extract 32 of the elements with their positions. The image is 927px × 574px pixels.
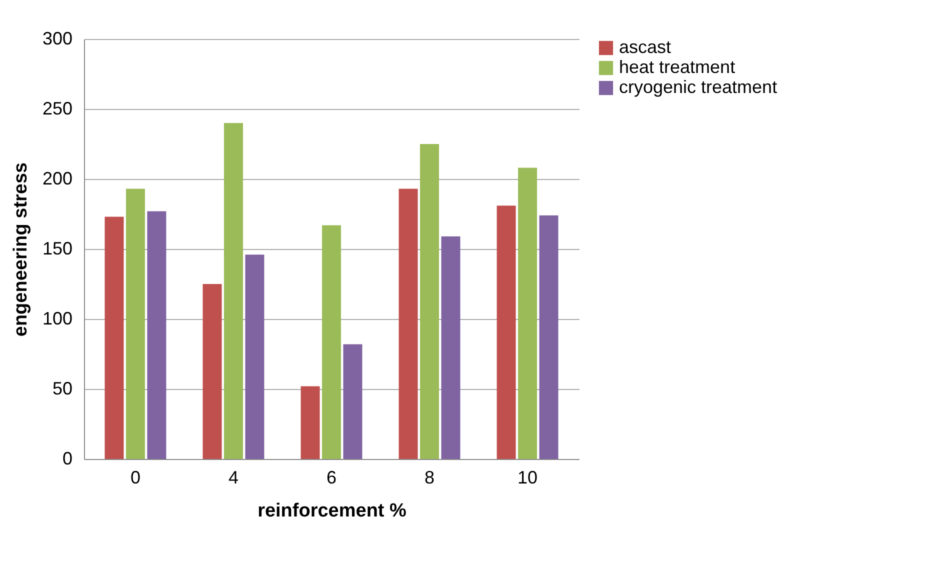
legend-label: ascast (619, 37, 672, 57)
x-tick-label: 4 (228, 468, 238, 488)
bar (147, 211, 166, 459)
bar (441, 236, 460, 459)
x-tick-label: 10 (518, 468, 538, 488)
bar (245, 254, 264, 459)
legend-label: heat treatment (619, 57, 736, 77)
y-tick-label: 250 (42, 98, 72, 118)
y-tick-label: 0 (62, 448, 72, 468)
bar (398, 188, 418, 459)
bar (496, 206, 516, 459)
bar (518, 168, 538, 459)
legend-label: cryogenic treatment (619, 77, 778, 97)
bar (104, 216, 124, 459)
bar (224, 123, 243, 459)
bar (539, 215, 558, 459)
y-axis-title: engeneering stress (10, 162, 32, 337)
bar (300, 386, 320, 459)
y-tick-label: 200 (42, 168, 72, 188)
y-tick-label: 300 (42, 28, 72, 48)
bar (126, 188, 145, 459)
x-tick-label: 8 (424, 468, 435, 488)
bar (420, 144, 440, 459)
y-tick-label: 50 (52, 378, 72, 398)
x-axis-title: reinforcement % (258, 500, 407, 522)
x-tick-label: 0 (130, 468, 140, 488)
bar (322, 225, 341, 459)
bar (343, 344, 362, 459)
x-tick-label: 6 (326, 468, 337, 488)
y-tick-label: 100 (42, 308, 72, 328)
y-tick-label: 150 (42, 238, 72, 258)
bar (202, 284, 222, 459)
